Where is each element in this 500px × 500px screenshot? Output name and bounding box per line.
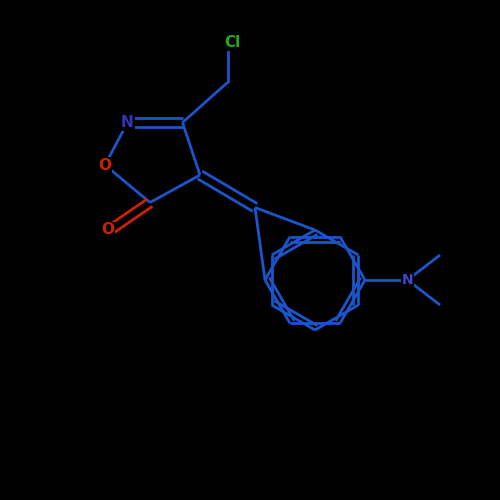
Text: Cl: Cl bbox=[224, 35, 240, 50]
Text: N: N bbox=[121, 115, 134, 130]
Text: N: N bbox=[402, 273, 413, 287]
Text: O: O bbox=[98, 158, 112, 172]
Text: O: O bbox=[101, 222, 114, 238]
